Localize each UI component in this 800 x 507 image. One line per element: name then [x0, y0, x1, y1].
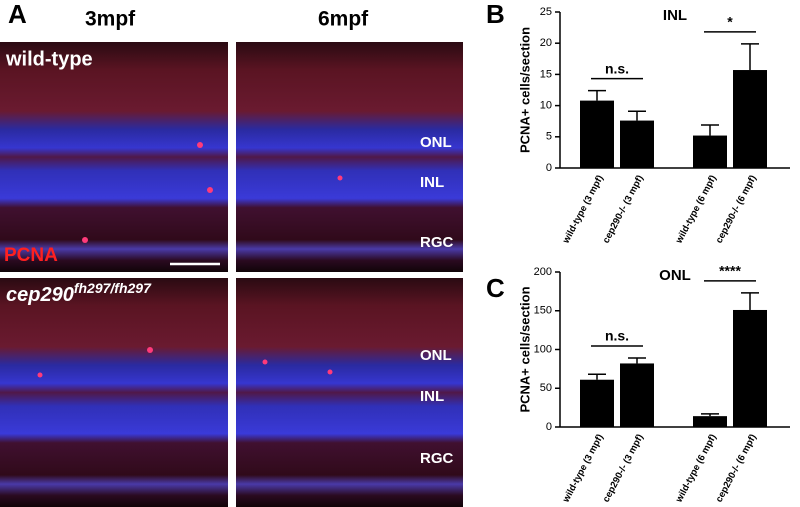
- bar: [620, 120, 654, 168]
- row-label: cep290fh297/fh297: [6, 280, 152, 307]
- x-tick-label: cep290-/- (3 mpf): [601, 173, 646, 245]
- y-axis-label: PCNA+ cells/section: [517, 286, 532, 412]
- chart-title: INL: [663, 7, 687, 24]
- pcna-cells: [37, 142, 343, 378]
- chart-title: ONL: [659, 267, 691, 284]
- bar: [733, 309, 767, 427]
- x-tick-label: wild-type (6 mpf): [673, 173, 719, 246]
- panel-label: A: [8, 0, 27, 29]
- layer-label: INL: [420, 388, 444, 405]
- significance-label: ****: [719, 263, 741, 279]
- micrograph: [0, 278, 228, 507]
- gene: cep290: [6, 284, 74, 306]
- bar: [580, 379, 614, 427]
- micrograph: [236, 42, 463, 272]
- bar: [693, 135, 727, 168]
- layer-label: ONL: [420, 134, 452, 151]
- y-tick-label: 100: [534, 343, 552, 355]
- y-tick-label: 0: [546, 162, 552, 174]
- x-tick-label: wild-type (3 mpf): [560, 173, 606, 246]
- row-label: wild-type: [5, 48, 93, 70]
- column-heading: 6mpf: [318, 8, 369, 31]
- x-tick-label: cep290-/- (6 mpf): [714, 432, 759, 504]
- bar: [693, 416, 727, 427]
- micrograph: [0, 42, 228, 272]
- y-tick-label: 20: [540, 37, 552, 49]
- y-tick-label: 5: [546, 131, 552, 143]
- y-axis-label: PCNA+ cells/section: [517, 27, 532, 153]
- bar: [733, 70, 767, 168]
- y-tick-label: 25: [540, 6, 552, 18]
- layer-label: ONL: [420, 347, 452, 364]
- y-tick-label: 50: [540, 382, 552, 394]
- significance-label: *: [727, 14, 733, 30]
- y-tick-label: 0: [546, 421, 552, 433]
- y-tick-label: 150: [534, 305, 552, 317]
- y-tick-label: 15: [540, 68, 552, 80]
- layer-label: RGC: [420, 450, 454, 467]
- y-tick-label: 200: [534, 266, 552, 278]
- layer-label: RGC: [420, 234, 454, 251]
- allele: fh297/fh297: [74, 280, 152, 296]
- panel-label: B: [486, 0, 505, 29]
- y-tick-label: 10: [540, 100, 552, 112]
- significance-label: n.s.: [605, 328, 629, 344]
- bar: [580, 100, 614, 168]
- micrograph: [236, 278, 463, 507]
- x-tick-label: wild-type (3 mpf): [560, 432, 606, 505]
- bar: [620, 363, 654, 427]
- column-heading: 3mpf: [85, 8, 136, 31]
- x-tick-label: cep290-/- (3 mpf): [601, 432, 646, 504]
- significance-label: n.s.: [605, 60, 629, 76]
- panel-label: C: [486, 273, 505, 303]
- stain-label: PCNA: [4, 245, 58, 266]
- layer-label: INL: [420, 174, 444, 191]
- x-tick-label: cep290-/- (6 mpf): [714, 173, 759, 245]
- x-tick-label: wild-type (6 mpf): [673, 432, 719, 505]
